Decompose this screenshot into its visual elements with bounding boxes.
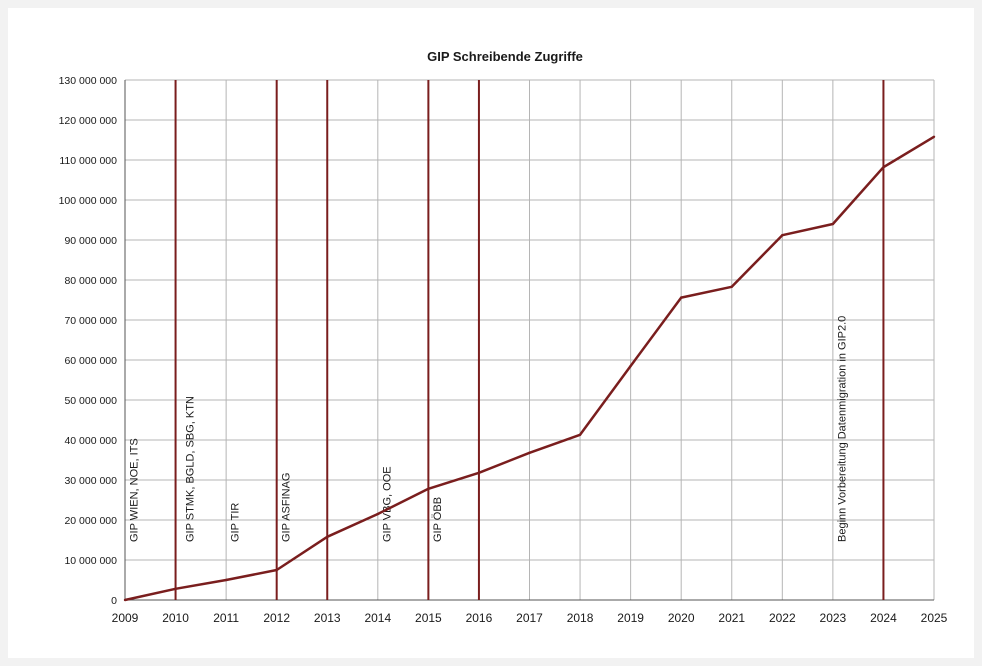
- event-markers: GIP WIEN, NOE, ITS GIP STMK, BGLD, SBG, K…: [129, 80, 885, 600]
- data-point: [224, 578, 228, 582]
- y-tick-label: 100 000 000: [59, 195, 118, 207]
- data-point: [932, 135, 936, 138]
- x-tick-label: 2014: [364, 611, 391, 625]
- data-point: [326, 535, 329, 538]
- grid: [124, 79, 935, 601]
- data-point: [477, 471, 481, 474]
- x-tick-label: 2018: [567, 611, 594, 625]
- y-tick-label: 90 000 000: [64, 235, 117, 247]
- x-tick-label: 2019: [617, 611, 644, 625]
- data-point: [831, 222, 835, 226]
- y-tick-label: 70 000 000: [64, 315, 117, 327]
- y-tick-label: 0: [111, 595, 117, 607]
- x-tick-label: 2012: [263, 611, 290, 625]
- data-point: [629, 364, 632, 368]
- y-tick-label: 60 000 000: [64, 355, 117, 367]
- line-chart: GIP Schreibende Zugriffe 0 10 000 000 20 0…: [59, 49, 948, 625]
- y-tick-label: 30 000 000: [64, 475, 117, 487]
- x-tick-label: 2021: [718, 611, 745, 625]
- y-tick-label: 40 000 000: [64, 435, 117, 447]
- x-tick-label: 2025: [921, 611, 948, 625]
- x-tick-label: 2015: [415, 611, 442, 625]
- event-label: Beginn Vorbereitung Datenmigration in GI…: [836, 316, 848, 542]
- event-label: GIP ÖBB: [432, 497, 444, 542]
- event-label: GIP STMK, BGLD, SBG, KTN: [185, 396, 197, 542]
- data-point: [376, 512, 380, 516]
- data-point: [730, 285, 733, 288]
- x-tick-label: 2023: [820, 611, 847, 625]
- x-tick-label: 2017: [516, 611, 543, 625]
- data-point: [679, 296, 683, 299]
- y-tick-label: 50 000 000: [64, 395, 117, 407]
- y-tick-label: 120 000 000: [59, 115, 118, 127]
- event-label: GIP WIEN, NOE, ITS: [129, 438, 141, 542]
- event-label: GIP ASFINAG: [280, 473, 292, 543]
- x-tick-label: 2022: [769, 611, 796, 625]
- chart-card: GIP Schreibende Zugriffe 0 10 000 000 20 0…: [8, 8, 974, 658]
- data-point: [123, 598, 127, 602]
- y-tick-label: 10 000 000: [64, 555, 117, 567]
- data-point: [174, 587, 177, 590]
- x-tick-label: 2024: [870, 611, 897, 625]
- y-tick-label: 130 000 000: [59, 75, 118, 87]
- series-line: [123, 135, 936, 602]
- y-tick-label: 110 000 000: [59, 155, 117, 167]
- event-label: GIP TIR: [230, 503, 242, 542]
- x-tick-label: 2016: [466, 611, 493, 625]
- event-label: GIP VBG, OOE: [381, 466, 393, 542]
- data-point: [528, 451, 531, 454]
- x-tick-label: 2010: [162, 611, 189, 625]
- x-tick-label: 2013: [314, 611, 341, 625]
- y-axis: 0 10 000 000 20 000 000 30 000 000 40 000 00…: [59, 75, 118, 607]
- data-point: [275, 568, 278, 572]
- y-tick-label: 20 000 000: [64, 515, 117, 527]
- data-point: [781, 234, 784, 237]
- x-tick-label: 2009: [112, 611, 139, 625]
- data-point: [427, 487, 430, 490]
- data-point: [882, 166, 885, 169]
- x-tick-label: 2011: [213, 611, 239, 625]
- x-tick-label: 2020: [668, 611, 695, 625]
- y-tick-label: 80 000 000: [64, 275, 117, 287]
- x-axis: 2009 2010 2011 2012 2013 2014 2015 2016 2017 2018…: [112, 611, 948, 625]
- chart-title: GIP Schreibende Zugriffe: [427, 49, 583, 64]
- data-point: [578, 433, 582, 436]
